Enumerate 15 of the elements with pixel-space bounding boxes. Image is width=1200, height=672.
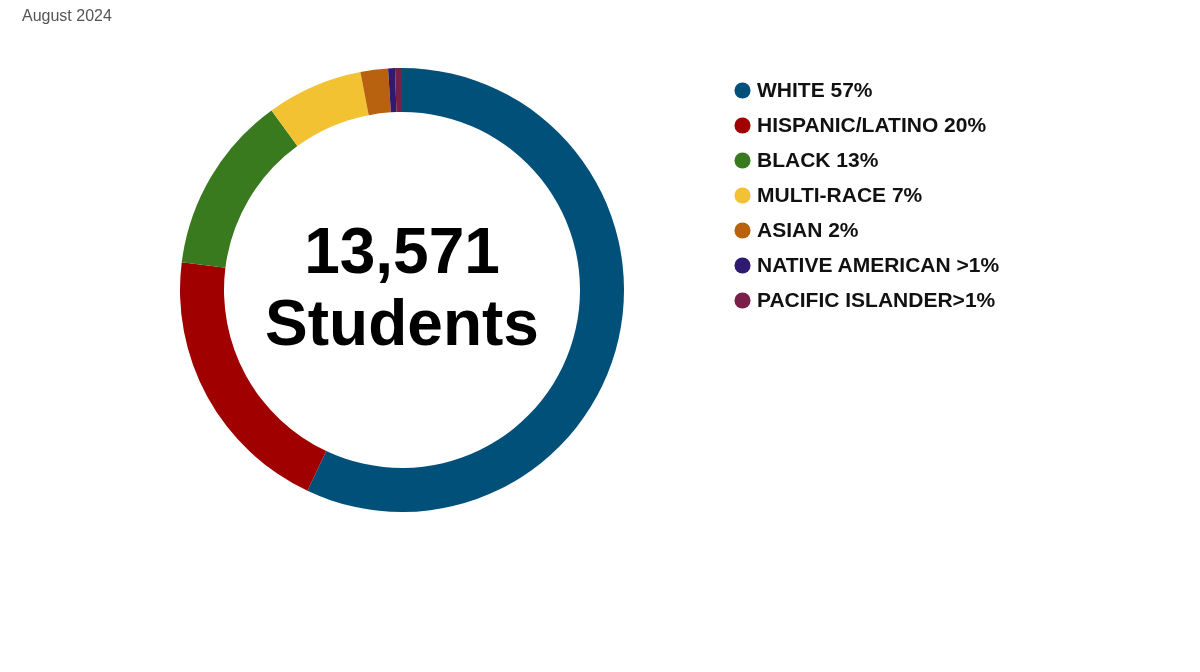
text: 13,571	[304, 215, 500, 287]
legend-label: NATIVE AMERICAN >1%	[757, 252, 1000, 276]
text: Students	[265, 287, 539, 359]
chart-title: August 2024	[22, 7, 112, 24]
legend-label: ASIAN 2%	[757, 217, 859, 241]
donut-slice	[360, 68, 391, 116]
legend-label: WHITE 57%	[757, 77, 873, 101]
donut-slice	[181, 110, 298, 268]
donut-slice	[271, 71, 369, 146]
legend-label: BLACK 13%	[757, 147, 879, 171]
legend-label: MULTI-RACE 7%	[757, 182, 923, 206]
legend-label: PACIFIC ISLANDER>1%	[757, 287, 996, 311]
donut-slice	[388, 68, 397, 113]
donut-slice	[395, 68, 402, 113]
legend-label: HISPANIC/LATINO 20%	[757, 112, 987, 136]
